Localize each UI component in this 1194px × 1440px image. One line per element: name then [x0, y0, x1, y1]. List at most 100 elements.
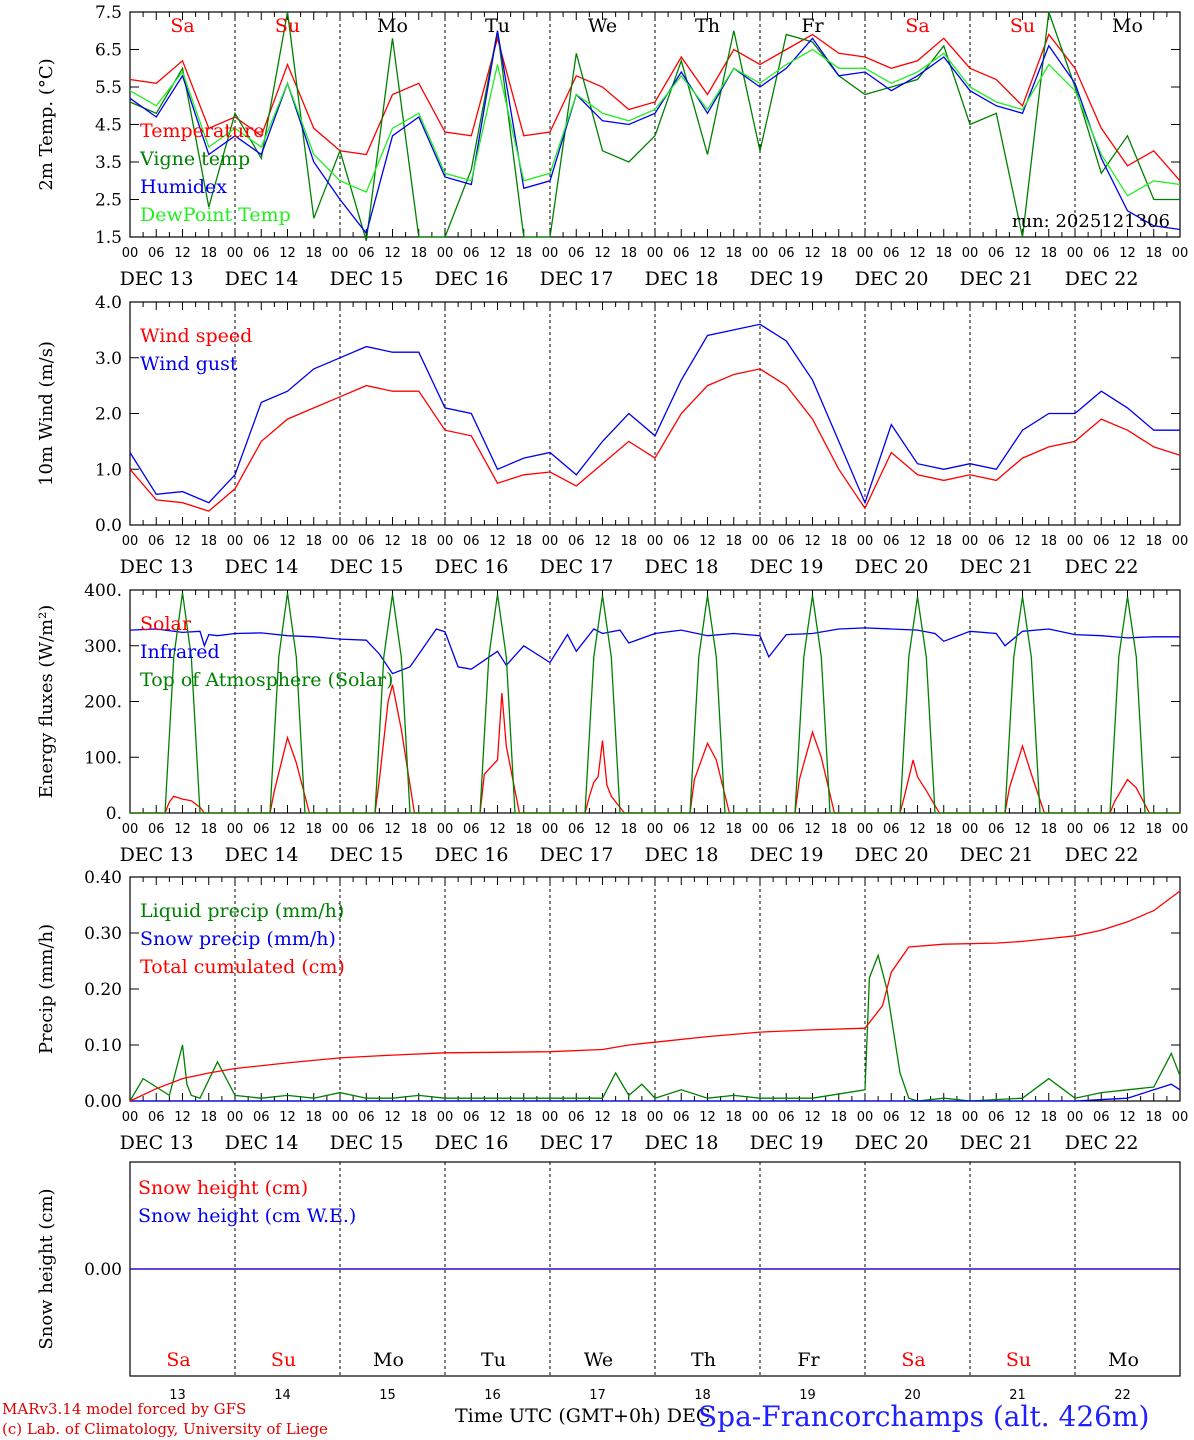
x-hour-label: 06 [673, 822, 690, 837]
x-hour-label: 12 [1014, 1110, 1031, 1125]
x-hour-label: 12 [489, 534, 506, 549]
x-date-label: DEC 18 [645, 1132, 719, 1154]
x-hour-label: 00 [752, 534, 769, 549]
bottom-day-number: 22 [1114, 1388, 1131, 1403]
x-hour-label: 06 [778, 246, 795, 261]
x-date-label: DEC 15 [330, 268, 404, 290]
x-hour-label: 00 [857, 1110, 874, 1125]
x-hour-label: 12 [699, 1110, 716, 1125]
y-tick-label: 0.40 [84, 868, 122, 888]
x-hour-label: 00 [647, 822, 664, 837]
x-hour-label: 18 [620, 822, 637, 837]
y-tick-label: 300. [84, 637, 122, 657]
weekday-label-top: Su [1010, 15, 1035, 37]
x-hour-label: 18 [1145, 1110, 1162, 1125]
x-date-label: DEC 17 [540, 844, 614, 866]
y-tick-label: 0.00 [84, 1260, 122, 1280]
x-hour-label: 12 [279, 534, 296, 549]
weekday-label-bottom: Sa [166, 1349, 190, 1371]
legend-entry: Snow precip (mm/h) [140, 928, 336, 950]
legend-entry: Liquid precip (mm/h) [140, 900, 344, 922]
x-hour-label: 06 [463, 534, 480, 549]
x-hour-label: 00 [542, 1110, 559, 1125]
x-date-label: DEC 14 [225, 844, 299, 866]
x-hour-label: 00 [542, 534, 559, 549]
x-date-label: DEC 19 [750, 268, 824, 290]
x-hour-label: 00 [752, 1110, 769, 1125]
x-hour-label: 18 [830, 1110, 847, 1125]
x-hour-label: 06 [253, 246, 270, 261]
weekday-label-bottom: Mo [1108, 1349, 1139, 1371]
x-date-label: DEC 18 [645, 844, 719, 866]
y-tick-label: 1.5 [95, 228, 122, 248]
x-hour-label: 00 [1172, 534, 1189, 549]
x-hour-label: 18 [1040, 534, 1057, 549]
x-hour-label: 06 [463, 822, 480, 837]
y-tick-label: 5.5 [95, 78, 122, 98]
series-line-humidex [129, 30, 1181, 235]
x-hour-label: 06 [988, 246, 1005, 261]
weekday-label-bottom: Su [271, 1349, 296, 1371]
weekday-label-top: Mo [377, 15, 408, 37]
x-date-label: DEC 17 [540, 268, 614, 290]
x-hour-label: 18 [620, 534, 637, 549]
x-date-label: DEC 20 [855, 1132, 929, 1154]
x-hour-label: 12 [279, 1110, 296, 1125]
x-hour-label: 12 [909, 822, 926, 837]
x-hour-label: 00 [437, 246, 454, 261]
series-line-snow-precip-mm-h- [130, 1083, 1181, 1102]
x-hour-label: 12 [1014, 246, 1031, 261]
weekday-label-top: Fr [801, 15, 824, 37]
x-hour-label: 06 [778, 1110, 795, 1125]
plot-frame [129, 589, 1181, 814]
y-axis-label: 2m Temp. (°C) [36, 58, 57, 190]
x-hour-label: 18 [305, 534, 322, 549]
x-hour-label: 18 [1145, 246, 1162, 261]
x-hour-label: 00 [1172, 246, 1189, 261]
y-tick-label: 0. [106, 804, 122, 824]
x-hour-label: 00 [752, 246, 769, 261]
x-hour-label: 06 [1093, 1110, 1110, 1125]
y-tick-label: 0.20 [84, 980, 122, 1000]
x-hour-label: 12 [174, 1110, 191, 1125]
legend-entry: Temperature [140, 120, 264, 142]
x-hour-label: 18 [515, 246, 532, 261]
bottom-day-number: 17 [589, 1388, 606, 1403]
x-hour-label: 00 [1172, 1110, 1189, 1125]
x-hour-label: 12 [909, 1110, 926, 1125]
legend-entry: Vigne temp [139, 148, 250, 170]
weekday-label-bottom: Sa [901, 1349, 925, 1371]
x-hour-label: 12 [489, 822, 506, 837]
y-tick-label: 4.5 [95, 116, 122, 136]
x-hour-label: 12 [1119, 822, 1136, 837]
run-annotation: run: 2025121306 [1012, 211, 1170, 232]
x-hour-label: 00 [752, 822, 769, 837]
x-hour-label: 18 [830, 822, 847, 837]
x-hour-label: 00 [962, 1110, 979, 1125]
x-date-label: DEC 13 [120, 268, 194, 290]
x-date-label: DEC 14 [225, 268, 299, 290]
x-hour-label: 12 [384, 246, 401, 261]
x-date-label: DEC 18 [645, 268, 719, 290]
x-hour-label: 18 [410, 1110, 427, 1125]
x-hour-label: 18 [1145, 822, 1162, 837]
x-hour-label: 12 [909, 534, 926, 549]
x-hour-label: 06 [568, 534, 585, 549]
x-hour-label: 12 [1014, 822, 1031, 837]
x-hour-label: 06 [988, 1110, 1005, 1125]
x-date-label: DEC 22 [1065, 268, 1139, 290]
legend-entry: Solar [140, 613, 192, 635]
x-date-label: DEC 13 [120, 1132, 194, 1154]
x-hour-label: 06 [148, 534, 165, 549]
x-hour-label: 00 [122, 534, 139, 549]
x-hour-label: 00 [332, 1110, 349, 1125]
x-hour-label: 00 [962, 534, 979, 549]
x-axis-title: Time UTC (GMT+0h) DEC [455, 1405, 711, 1427]
x-hour-label: 18 [935, 246, 952, 261]
x-hour-label: 18 [515, 1110, 532, 1125]
series-line-wind-speed [129, 368, 1181, 512]
y-tick-label: 200. [84, 693, 122, 713]
series-line-dewpoint-temp [129, 48, 1181, 197]
x-hour-label: 06 [463, 1110, 480, 1125]
y-tick-label: 3.0 [95, 349, 122, 369]
